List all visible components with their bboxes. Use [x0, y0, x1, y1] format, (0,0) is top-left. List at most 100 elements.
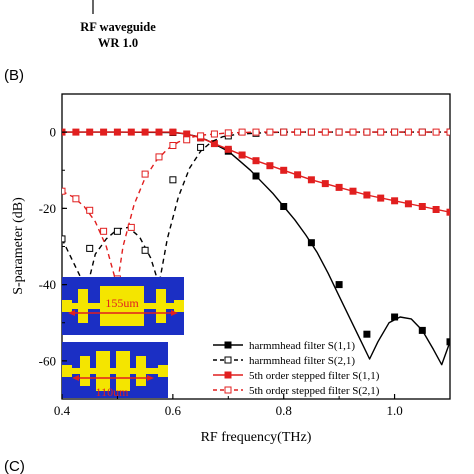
legend-marker-swatch — [224, 341, 232, 349]
data-point — [210, 140, 218, 148]
data-point — [446, 128, 450, 136]
data-point — [141, 170, 149, 178]
data-point — [280, 166, 288, 174]
data-point — [86, 206, 94, 214]
data-point — [169, 128, 177, 136]
inset-1-feed-left — [62, 300, 72, 312]
data-point — [335, 128, 343, 136]
inset-2-dimension-label: 110um — [96, 385, 130, 399]
series-harmmhead-filter-s-2-1 — [62, 128, 450, 286]
inset-2-arrow-head-right — [147, 375, 154, 381]
data-point — [349, 128, 357, 136]
series-5th-order-stepped-filter-s-1-1 — [62, 128, 450, 216]
data-point — [86, 128, 94, 136]
data-point — [363, 330, 371, 338]
legend-label: harmmhead filter S(2,1) — [249, 355, 355, 367]
data-point — [113, 227, 121, 235]
data-point — [72, 195, 80, 203]
legend-label: 5th order stepped filter S(2,1) — [249, 385, 380, 397]
data-point — [238, 128, 246, 136]
y-tick-label: -20 — [39, 201, 56, 216]
inset-1-arrow-head-left — [68, 310, 75, 316]
data-point — [280, 203, 288, 210]
data-point — [432, 128, 440, 136]
data-point — [404, 128, 412, 136]
data-point — [141, 128, 149, 136]
panel-label-c: (C) — [4, 458, 25, 474]
legend-label: harmmhead filter S(1,1) — [249, 340, 355, 352]
inset-1-block-mid — [100, 286, 144, 326]
data-point — [155, 128, 163, 136]
data-point — [391, 197, 399, 205]
data-point — [210, 130, 218, 138]
data-point — [224, 145, 232, 153]
data-point — [432, 206, 440, 213]
data-point — [252, 157, 260, 165]
data-point — [62, 187, 66, 195]
data-point — [307, 176, 315, 184]
data-point — [197, 143, 205, 151]
data-point — [62, 235, 66, 243]
x-tick-label: 0.6 — [165, 403, 182, 418]
inset-2-feed-right — [158, 365, 168, 377]
data-point — [252, 128, 260, 136]
data-point — [224, 129, 232, 137]
inset-2-block-a — [80, 356, 90, 386]
panel-label-b: (B) — [4, 67, 24, 84]
legend-entry: harmmhead filter S(2,1) — [213, 355, 355, 367]
inset-2: 110um — [62, 342, 168, 399]
data-point — [113, 128, 121, 136]
data-point — [294, 171, 302, 179]
data-point — [446, 208, 450, 216]
y-tick-label: -60 — [39, 353, 56, 368]
data-point — [349, 187, 357, 195]
data-point — [391, 128, 399, 136]
inset-2-arrow-head-left — [72, 375, 79, 381]
legend-label: 5th order stepped filter S(1,1) — [249, 370, 380, 382]
x-tick-label: 0.8 — [276, 403, 292, 418]
data-point — [266, 128, 274, 136]
data-point — [418, 203, 426, 210]
data-point — [127, 128, 135, 136]
data-point — [155, 153, 163, 161]
data-point — [86, 244, 94, 252]
inset-2-line — [72, 368, 158, 374]
inset-1-dimension-label: 155um — [105, 296, 139, 310]
data-point — [294, 128, 302, 136]
data-point — [100, 128, 108, 136]
data-point — [169, 142, 177, 149]
data-point — [321, 128, 329, 136]
data-point — [100, 227, 108, 235]
x-tick-label: 1.0 — [386, 403, 402, 418]
inset-2-block-d — [136, 356, 146, 386]
axis-layer: 0.4 0.6 0.8 1.0 0 -20 -40 -60 — [39, 93, 451, 418]
data-point — [307, 128, 315, 136]
data-point — [252, 172, 260, 180]
series-line — [62, 131, 450, 286]
data-point — [446, 338, 450, 346]
data-point — [183, 136, 191, 144]
data-point — [238, 151, 246, 159]
data-point — [169, 176, 177, 184]
data-point — [418, 128, 426, 136]
data-point — [307, 239, 315, 247]
y-tick-label: 0 — [50, 125, 57, 140]
data-point — [335, 183, 343, 191]
series-5th-order-stepped-filter-s-2-1 — [62, 128, 450, 286]
inset-2-block-b — [96, 351, 110, 391]
legend-marker-swatch — [224, 371, 232, 379]
data-point — [280, 128, 288, 136]
data-point — [321, 180, 329, 188]
series-layer — [62, 128, 450, 366]
y-axis-label: S-parameter (dB) — [11, 197, 26, 295]
inset-1-feed-right — [174, 300, 184, 312]
legend-entry: harmmhead filter S(1,1) — [213, 340, 355, 352]
x-tick-label: 0.4 — [54, 403, 71, 418]
series-line — [62, 131, 450, 286]
data-point — [197, 132, 205, 140]
inset-1-arrow-head-right — [171, 310, 178, 316]
legend: harmmhead filter S(1,1) harmmhead filter … — [213, 340, 380, 397]
waveguide-label-line1: RF waveguide — [80, 20, 156, 34]
data-point — [183, 130, 191, 138]
